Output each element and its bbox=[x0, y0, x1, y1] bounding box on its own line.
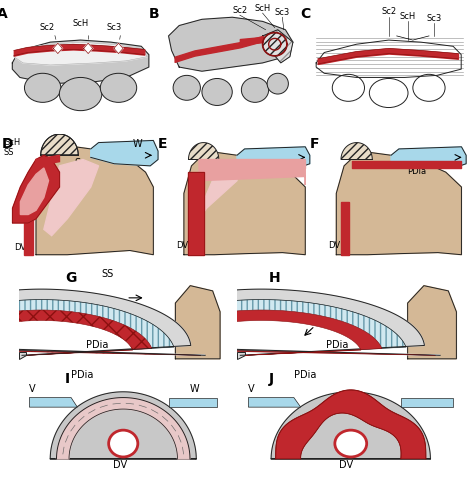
Text: E: E bbox=[158, 137, 168, 151]
Polygon shape bbox=[263, 33, 287, 56]
Ellipse shape bbox=[202, 79, 232, 105]
Text: SS: SS bbox=[101, 269, 113, 279]
Polygon shape bbox=[0, 289, 205, 355]
Text: A: A bbox=[0, 7, 8, 21]
Polygon shape bbox=[237, 352, 245, 359]
Circle shape bbox=[335, 430, 367, 457]
Text: PDia: PDia bbox=[86, 341, 109, 350]
Text: PDia: PDia bbox=[252, 167, 271, 176]
Polygon shape bbox=[401, 398, 453, 407]
Polygon shape bbox=[237, 147, 310, 168]
Polygon shape bbox=[0, 299, 201, 355]
Ellipse shape bbox=[100, 73, 137, 103]
Text: DV: DV bbox=[14, 243, 26, 252]
Polygon shape bbox=[53, 43, 63, 54]
Text: DV: DV bbox=[176, 241, 189, 251]
Text: B: B bbox=[149, 7, 159, 21]
Text: D: D bbox=[1, 137, 13, 151]
Polygon shape bbox=[341, 143, 372, 160]
Polygon shape bbox=[36, 155, 60, 166]
Polygon shape bbox=[91, 140, 158, 166]
Polygon shape bbox=[189, 143, 219, 160]
Ellipse shape bbox=[332, 74, 365, 102]
Polygon shape bbox=[248, 398, 301, 407]
Text: PDia: PDia bbox=[294, 370, 316, 380]
Polygon shape bbox=[191, 170, 237, 229]
Ellipse shape bbox=[241, 78, 269, 103]
Polygon shape bbox=[41, 134, 78, 155]
Text: ScH: ScH bbox=[5, 137, 21, 147]
Text: Sc3: Sc3 bbox=[106, 23, 121, 32]
Text: Sc: Sc bbox=[74, 158, 86, 168]
Text: DV: DV bbox=[328, 241, 341, 251]
Text: C: C bbox=[300, 7, 310, 21]
Text: ScH: ScH bbox=[73, 19, 89, 28]
Text: ScH: ScH bbox=[400, 12, 416, 22]
Text: DV: DV bbox=[113, 460, 127, 470]
Polygon shape bbox=[199, 160, 305, 185]
Ellipse shape bbox=[369, 79, 408, 108]
Text: DV: DV bbox=[339, 460, 354, 470]
Polygon shape bbox=[117, 299, 435, 355]
Polygon shape bbox=[36, 145, 154, 255]
Polygon shape bbox=[276, 390, 426, 459]
Ellipse shape bbox=[413, 74, 445, 102]
Text: Sc3: Sc3 bbox=[275, 8, 290, 17]
Ellipse shape bbox=[267, 73, 288, 94]
Text: W: W bbox=[133, 139, 143, 149]
Polygon shape bbox=[103, 289, 440, 355]
Text: Sc2: Sc2 bbox=[40, 23, 55, 32]
Text: I: I bbox=[65, 372, 70, 386]
Text: PDia: PDia bbox=[71, 370, 93, 380]
Ellipse shape bbox=[59, 78, 102, 111]
Text: V: V bbox=[29, 384, 36, 394]
Polygon shape bbox=[316, 40, 461, 78]
Ellipse shape bbox=[25, 73, 61, 103]
Text: ScH: ScH bbox=[255, 4, 271, 13]
Polygon shape bbox=[13, 155, 60, 223]
Polygon shape bbox=[114, 43, 123, 54]
Polygon shape bbox=[184, 151, 305, 255]
Polygon shape bbox=[29, 398, 77, 407]
Text: W: W bbox=[190, 384, 200, 394]
Text: PDia: PDia bbox=[327, 341, 349, 350]
Polygon shape bbox=[336, 151, 461, 255]
Text: Sc3: Sc3 bbox=[426, 14, 441, 23]
Text: V: V bbox=[248, 384, 255, 394]
Text: G: G bbox=[65, 271, 76, 285]
Text: Sc2: Sc2 bbox=[381, 7, 396, 16]
Polygon shape bbox=[12, 40, 149, 84]
Polygon shape bbox=[271, 392, 430, 459]
Polygon shape bbox=[50, 392, 196, 459]
Polygon shape bbox=[83, 43, 93, 54]
Polygon shape bbox=[169, 398, 217, 407]
Polygon shape bbox=[391, 147, 466, 168]
Ellipse shape bbox=[173, 75, 201, 100]
Polygon shape bbox=[141, 310, 435, 355]
Polygon shape bbox=[14, 42, 147, 65]
Polygon shape bbox=[44, 160, 99, 236]
Polygon shape bbox=[175, 285, 220, 359]
Polygon shape bbox=[189, 172, 204, 255]
Polygon shape bbox=[341, 202, 349, 255]
Polygon shape bbox=[20, 168, 48, 215]
Polygon shape bbox=[24, 219, 33, 255]
Text: Sc2: Sc2 bbox=[232, 6, 247, 15]
Text: SS: SS bbox=[3, 148, 14, 157]
Polygon shape bbox=[263, 30, 293, 63]
Text: F: F bbox=[310, 137, 319, 151]
Circle shape bbox=[109, 430, 138, 457]
Text: H: H bbox=[269, 271, 281, 285]
Polygon shape bbox=[19, 352, 27, 359]
Polygon shape bbox=[169, 17, 293, 71]
Polygon shape bbox=[408, 285, 456, 359]
Polygon shape bbox=[0, 310, 201, 355]
Text: PDia: PDia bbox=[407, 167, 426, 176]
Text: J: J bbox=[269, 372, 274, 386]
Polygon shape bbox=[56, 398, 190, 459]
